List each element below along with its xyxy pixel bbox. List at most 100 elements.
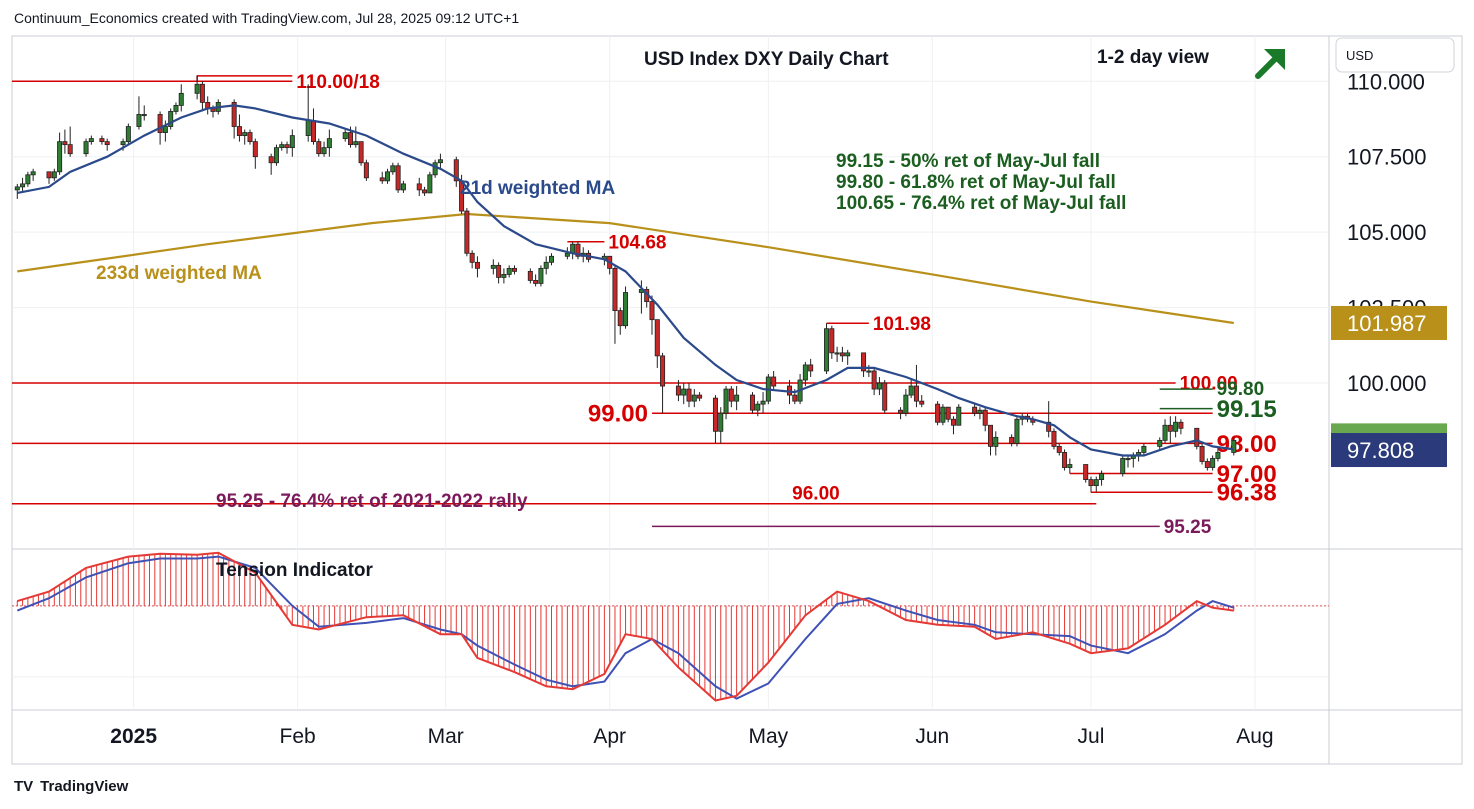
tension-indicator-title: Tension Indicator: [216, 560, 374, 581]
candle-body: [1215, 452, 1221, 459]
candle-body: [25, 174, 31, 185]
candle-body: [1210, 458, 1216, 468]
candle-body: [348, 132, 354, 146]
candle-body: [501, 273, 507, 278]
candle-body: [162, 126, 168, 133]
candle-body: [496, 264, 502, 278]
candle-body: [660, 355, 666, 387]
level-label: 99.00: [588, 401, 648, 428]
candle-body: [316, 141, 322, 155]
candle-body: [231, 101, 237, 127]
candle-body: [353, 141, 359, 146]
candle-body: [83, 141, 89, 155]
candle-body: [1062, 452, 1068, 468]
candle-body: [691, 394, 697, 402]
candle-body: [871, 370, 877, 390]
x-tick-label: 2025: [110, 725, 157, 748]
candle-body: [395, 165, 401, 191]
candle-body: [400, 183, 406, 191]
candle-body: [104, 141, 110, 146]
candle-body: [310, 120, 316, 143]
candle-body: [728, 388, 734, 402]
candle-body: [686, 388, 692, 402]
candle-body: [432, 162, 438, 176]
candle-body: [950, 418, 956, 426]
candle-body: [697, 394, 703, 399]
candle-body: [749, 394, 755, 411]
candle-body: [273, 147, 279, 164]
candle-body: [919, 400, 925, 405]
candle-body: [913, 385, 919, 402]
candle-body: [14, 186, 20, 191]
candle-body: [654, 319, 660, 357]
candle-body: [760, 400, 766, 405]
rally-note: 95.25 - 76.4% ret of 2021-2022 rally: [216, 491, 528, 512]
candle-body: [940, 406, 946, 423]
candle-body: [908, 385, 914, 396]
candle-body: [829, 328, 835, 354]
candle-body: [1051, 430, 1057, 447]
price-badge: [1331, 433, 1447, 468]
currency-label: USD: [1346, 48, 1373, 63]
price-badge-value: 101.987: [1347, 311, 1427, 336]
candle-body: [511, 267, 517, 272]
candle-body: [279, 144, 285, 149]
candle-body: [533, 280, 539, 284]
x-tick-label: May: [749, 725, 789, 748]
candle-body: [136, 114, 142, 127]
candle-body: [808, 364, 814, 372]
candle-body: [977, 409, 983, 414]
candle-body: [125, 126, 131, 143]
candle-body: [1231, 439, 1237, 453]
candle-body: [321, 147, 327, 155]
price-badge: [1331, 305, 1447, 340]
candle-body: [342, 132, 348, 140]
candle-body: [30, 171, 36, 176]
candle-body: [1157, 439, 1163, 447]
candle-body: [268, 156, 274, 164]
candle-body: [527, 270, 533, 281]
wma233-label: 233d weighted MA: [96, 263, 262, 284]
candle-body: [802, 364, 808, 381]
chart-title: USD Index DXY Daily Chart: [644, 49, 889, 70]
candle-body: [474, 261, 480, 269]
candle-body: [845, 352, 851, 357]
candle-body: [173, 105, 179, 112]
tradingview-watermark: TV TradingView: [14, 778, 128, 795]
candle-body: [99, 138, 105, 143]
candle-body: [1120, 458, 1126, 474]
candle-body: [358, 141, 364, 164]
y-tick-label: 105.000: [1347, 220, 1427, 245]
candle-body: [675, 385, 681, 396]
candle-body: [1093, 479, 1099, 487]
fib-note: 100.65 - 76.4% ret of May-Jul fall: [836, 193, 1126, 214]
candle-body: [385, 171, 391, 182]
candle-body: [157, 114, 163, 133]
candle-body: [617, 310, 623, 327]
level-label: 96.38: [1217, 480, 1277, 507]
candle-body: [464, 210, 470, 254]
candle-body: [564, 252, 570, 257]
wma21-line: [17, 104, 1234, 457]
candle-body: [1014, 418, 1020, 444]
candle-body: [903, 394, 909, 414]
wma21-label: 21d weighted MA: [460, 178, 615, 199]
candle-body: [792, 394, 798, 402]
candle-body: [681, 388, 687, 396]
candle-body: [506, 267, 512, 275]
candle-body: [771, 376, 777, 387]
candle-body: [548, 255, 554, 263]
candle-body: [839, 352, 845, 357]
level-label: 95.25: [1164, 517, 1212, 538]
candle-body: [242, 132, 248, 136]
candle-body: [236, 126, 242, 136]
candle-body: [1088, 479, 1094, 487]
fib-note: 99.80 - 61.8% ret of May-Jul fall: [836, 172, 1116, 193]
candle-body: [723, 388, 729, 414]
x-tick-label: Apr: [593, 725, 626, 748]
candle-body: [1009, 436, 1015, 444]
candle-body: [575, 243, 581, 257]
x-tick-label: Aug: [1236, 725, 1273, 748]
candle-body: [623, 292, 629, 327]
